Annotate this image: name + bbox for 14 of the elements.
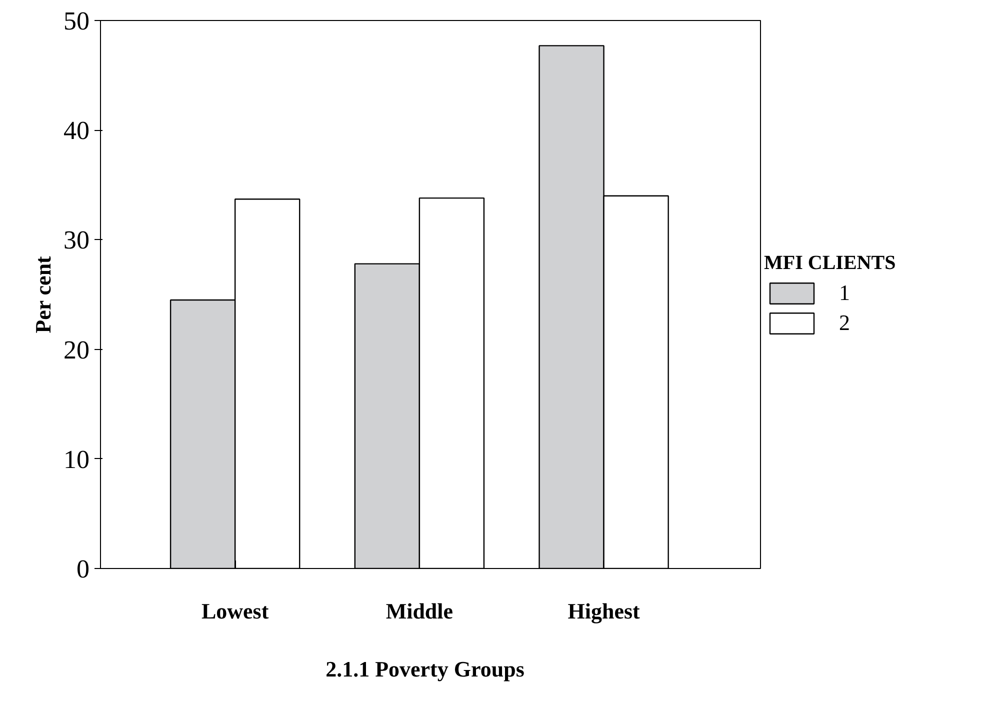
- x-tick-label: Highest: [568, 598, 641, 624]
- legend-label: 1: [839, 280, 851, 306]
- y-tick-label: 10: [64, 444, 90, 474]
- y-tick-label: 20: [64, 335, 90, 364]
- x-tick-label: Lowest: [201, 598, 270, 624]
- y-tick-label: 30: [64, 226, 90, 255]
- x-axis-title: 2.1.1 Poverty Groups: [326, 656, 525, 682]
- x-tick-label: Middle: [386, 598, 454, 624]
- y-tick-label: 0: [76, 554, 90, 584]
- legend-title: MFI CLIENTS: [764, 252, 896, 275]
- y-axis-title: Per cent: [30, 255, 56, 334]
- y-tick-label: 50: [64, 6, 90, 36]
- legend-label: 2: [839, 310, 851, 336]
- y-tick-label: 40: [64, 116, 90, 146]
